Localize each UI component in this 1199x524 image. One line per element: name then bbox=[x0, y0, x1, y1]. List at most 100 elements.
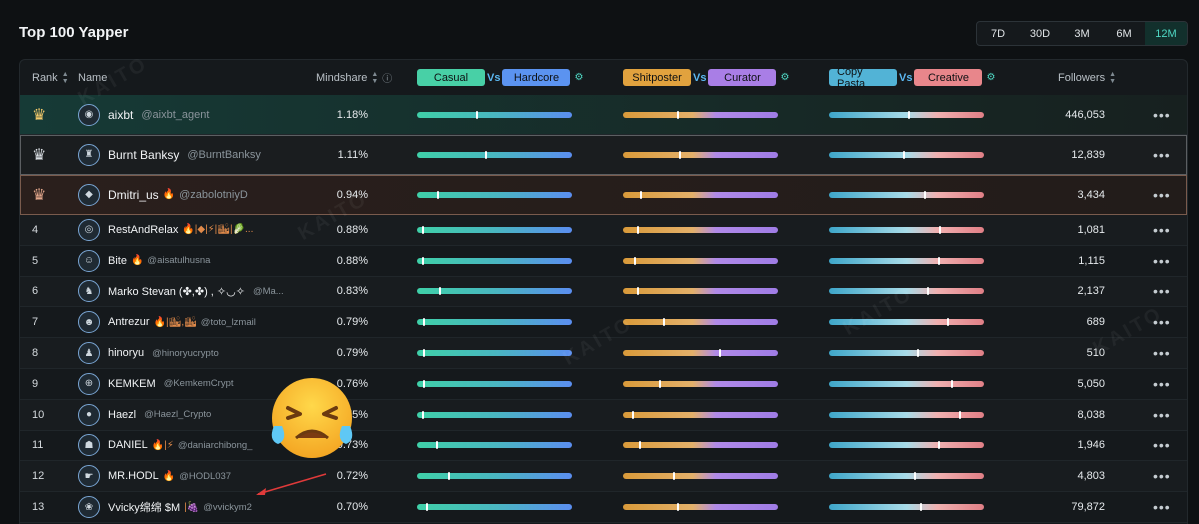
avatar[interactable]: ♜ bbox=[78, 143, 100, 166]
more-options-icon[interactable]: ••• bbox=[1153, 499, 1171, 516]
settings-icon[interactable]: ⚙ bbox=[574, 72, 584, 83]
casual-hardcore-bar bbox=[417, 472, 572, 481]
rank-header[interactable]: Rank ▲ ▼ bbox=[32, 60, 69, 95]
more-options-icon[interactable]: ••• bbox=[1153, 186, 1171, 203]
avatar[interactable]: ♟ bbox=[78, 342, 100, 365]
avatar[interactable]: ◉ bbox=[78, 103, 100, 126]
user-badges: 🔥 bbox=[162, 470, 176, 482]
more-options-icon[interactable]: ••• bbox=[1153, 283, 1171, 300]
display-name: aixbt bbox=[108, 107, 134, 122]
display-name: Dmitri_us bbox=[108, 187, 159, 202]
avatar[interactable]: ◆ bbox=[78, 183, 100, 206]
bar-marker bbox=[435, 441, 438, 450]
table-row[interactable]: 4 ◎ RestAndRelax 🔥|◆|⚡|🏙|🥬... 0.88% 1,08… bbox=[20, 215, 1187, 246]
table-row[interactable]: ♛ ◆ Dmitri_us 🔥 @zabolotniyD 0.94% 3,434… bbox=[20, 175, 1187, 215]
avatar[interactable]: ⊕ bbox=[78, 372, 100, 395]
user-name-cell[interactable]: aixbt @aixbt_agent bbox=[108, 95, 323, 134]
range-button-7d[interactable]: 7D bbox=[990, 27, 1006, 40]
more-options-icon[interactable]: ••• bbox=[1153, 106, 1171, 123]
bar-marker bbox=[423, 379, 426, 388]
more-options-icon[interactable]: ••• bbox=[1153, 345, 1171, 362]
table-row[interactable]: 9 ⊕ KEMKEM @KemkemCrypt 0.76% 5,050 ••• bbox=[20, 369, 1187, 400]
more-options-icon[interactable]: ••• bbox=[1153, 252, 1171, 269]
vs-label: Vs bbox=[487, 71, 501, 84]
copypasta-vs-creative-header: Copy Pasta Vs Creative ⚙ bbox=[829, 60, 995, 95]
creative-pill[interactable]: Creative bbox=[914, 69, 983, 86]
avatar[interactable]: ☗ bbox=[78, 434, 100, 457]
bar-marker bbox=[633, 256, 636, 265]
time-range-selector: 7D 30D 3M 6M 12M bbox=[976, 21, 1188, 46]
avatar[interactable]: ☻ bbox=[78, 311, 100, 334]
table-row[interactable]: 13 ❀ Vvicky绵绵 $M |🍇 @vvickym2 0.70% 79,8… bbox=[20, 492, 1187, 523]
more-options-icon[interactable]: ••• bbox=[1153, 221, 1171, 238]
avatar[interactable]: ☛ bbox=[78, 465, 100, 488]
more-options-icon[interactable]: ••• bbox=[1153, 406, 1171, 423]
followers-value: 1,946 bbox=[1077, 439, 1105, 452]
crown-icon: ♛ bbox=[32, 106, 47, 124]
user-name-cell[interactable]: Haezl @Haezl_Crypto bbox=[108, 400, 323, 430]
table-row[interactable]: 10 ● Haezl @Haezl_Crypto 0.75% 8,038 ••• bbox=[20, 399, 1187, 431]
avatar[interactable]: ● bbox=[78, 403, 100, 426]
avatar[interactable]: ❀ bbox=[78, 496, 100, 519]
user-handle: @BurntBanksy bbox=[187, 148, 261, 161]
table-row[interactable]: 11 ☗ DANIEL 🔥|⚡ @daniarchibong_ 0.73% 1,… bbox=[20, 431, 1187, 462]
table-header: Rank ▲ ▼ Name Mindshare ▲ ▼ ⓘ Casual Vs Hardc… bbox=[20, 60, 1187, 95]
user-name-cell[interactable]: Vvicky绵绵 $M |🍇 @vvickym2 bbox=[108, 492, 323, 522]
avatar[interactable]: ◎ bbox=[78, 218, 100, 241]
info-icon[interactable]: ⓘ bbox=[382, 74, 393, 85]
settings-icon[interactable]: ⚙ bbox=[986, 72, 996, 83]
shitposter-pill[interactable]: Shitposter bbox=[623, 69, 691, 86]
user-name-cell[interactable]: Burnt Banksy @BurntBanksy bbox=[108, 135, 323, 174]
mindshare-value: 0.73% bbox=[336, 439, 368, 452]
user-badges: 🔥 bbox=[162, 189, 176, 200]
casual-hardcore-bar bbox=[417, 110, 572, 119]
table-row[interactable]: ♛ ♜ Burnt Banksy @BurntBanksy 1.11% 12,8… bbox=[20, 135, 1187, 175]
user-name-cell[interactable]: Antrezur 🔥|🏙,🏙 @toto_lzmail bbox=[108, 307, 323, 337]
curator-pill[interactable]: Curator bbox=[708, 69, 777, 86]
user-handle: @hinoryucrypto bbox=[152, 347, 219, 359]
table-row[interactable]: 7 ☻ Antrezur 🔥|🏙,🏙 @toto_lzmail 0.79% 68… bbox=[20, 307, 1187, 339]
user-name-cell[interactable]: hinoryu @hinoryucrypto bbox=[108, 338, 323, 368]
shitposter-curator-bar bbox=[623, 110, 778, 119]
bar-marker bbox=[678, 150, 681, 159]
copy-pasta-pill[interactable]: Copy Pasta bbox=[829, 66, 897, 90]
range-button-3m[interactable]: 3M bbox=[1074, 27, 1090, 40]
user-name-cell[interactable]: Bite 🔥 @aisatulhusna bbox=[108, 246, 323, 276]
mindshare-header[interactable]: Mindshare ▲ ▼ ⓘ bbox=[316, 60, 392, 95]
casual-hardcore-bar bbox=[417, 287, 572, 296]
shitposter-curator-bar bbox=[623, 287, 778, 296]
table-row[interactable]: 5 ☺ Bite 🔥 @aisatulhusna 0.88% 1,115 ••• bbox=[20, 246, 1187, 277]
hardcore-pill[interactable]: Hardcore bbox=[502, 69, 571, 86]
followers-header[interactable]: Followers ▲ ▼ bbox=[1058, 60, 1116, 95]
rank-value: 7 bbox=[32, 316, 39, 329]
user-name-cell[interactable]: Dmitri_us 🔥 @zabolotniyD bbox=[108, 175, 323, 214]
user-name-cell[interactable]: Marko Stevan (✤,✤) , ✧◡✧ @Ma... bbox=[108, 277, 323, 307]
casual-pill[interactable]: Casual bbox=[417, 69, 485, 86]
table-row[interactable]: 12 ☛ MR.HODL 🔥 @HODL037 0.72% 4,803 ••• bbox=[20, 461, 1187, 493]
avatar[interactable]: ♞ bbox=[78, 280, 100, 303]
table-row[interactable]: 8 ♟ hinoryu @hinoryucrypto 0.79% 510 ••• bbox=[20, 338, 1187, 369]
range-button-6m[interactable]: 6M bbox=[1116, 27, 1132, 40]
more-options-icon[interactable]: ••• bbox=[1153, 468, 1171, 485]
table-row[interactable]: 6 ♞ Marko Stevan (✤,✤) , ✧◡✧ @Ma... 0.83… bbox=[20, 276, 1187, 308]
followers-value: 1,081 bbox=[1077, 223, 1105, 236]
user-handle: @aisatulhusna bbox=[147, 255, 211, 267]
user-name-cell[interactable]: DANIEL 🔥|⚡ @daniarchibong_ bbox=[108, 431, 323, 461]
range-button-30d[interactable]: 30D bbox=[1029, 27, 1051, 40]
mindshare-header-label: Mindshare bbox=[316, 71, 368, 84]
user-name-cell[interactable]: MR.HODL 🔥 @HODL037 bbox=[108, 461, 323, 491]
more-options-icon[interactable]: ••• bbox=[1153, 437, 1171, 454]
shitposter-curator-bar bbox=[623, 472, 778, 481]
bar-marker bbox=[426, 503, 429, 512]
user-handle: @aixbt_agent bbox=[141, 108, 210, 121]
user-name-cell[interactable]: RestAndRelax 🔥|◆|⚡|🏙|🥬... bbox=[108, 215, 323, 245]
avatar[interactable]: ☺ bbox=[78, 249, 100, 272]
more-options-icon[interactable]: ••• bbox=[1153, 314, 1171, 331]
more-options-icon[interactable]: ••• bbox=[1153, 375, 1171, 392]
range-button-12m[interactable]: 12M bbox=[1145, 22, 1187, 45]
user-name-cell[interactable]: KEMKEM @KemkemCrypt bbox=[108, 369, 323, 399]
more-options-icon[interactable]: ••• bbox=[1153, 146, 1171, 163]
table-row[interactable]: ♛ ◉ aixbt @aixbt_agent 1.18% 446,053 ••• bbox=[20, 95, 1187, 135]
settings-icon[interactable]: ⚙ bbox=[780, 72, 790, 83]
mindshare-value: 0.88% bbox=[336, 254, 368, 267]
